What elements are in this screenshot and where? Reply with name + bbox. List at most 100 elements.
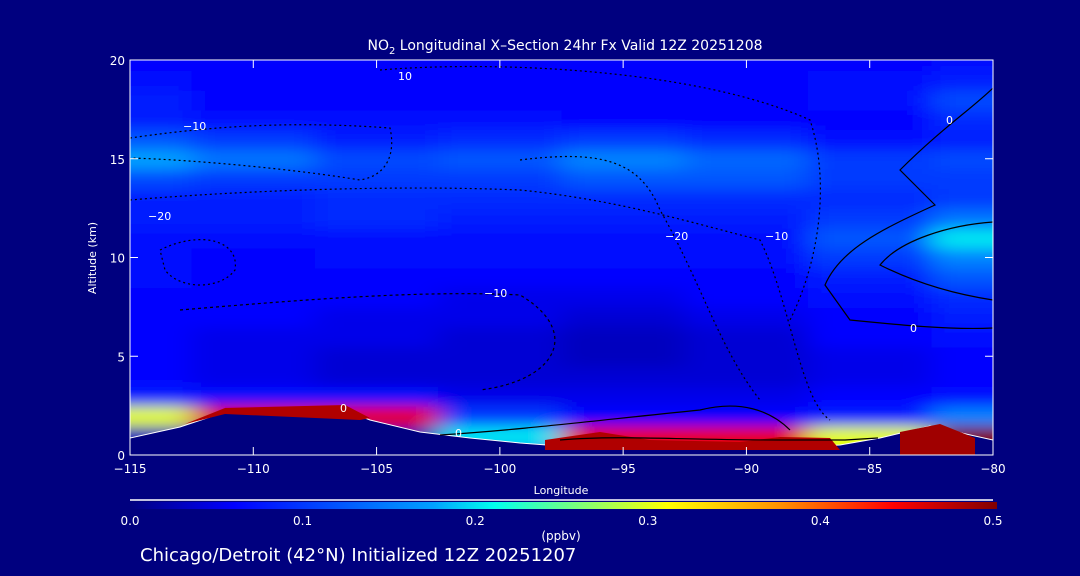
heatmap-cell xyxy=(438,188,563,210)
heatmap-cell xyxy=(808,109,933,131)
x-axis-label: Longitude xyxy=(534,484,589,497)
contour-label: −20 xyxy=(665,230,688,243)
footer-caption: Chicago/Detroit (42°N) Initialized 12Z 2… xyxy=(140,545,576,566)
heatmap-cell xyxy=(314,69,440,91)
heatmap-cell xyxy=(130,326,193,348)
heatmap-cell xyxy=(684,346,810,368)
heatmap-cell xyxy=(438,247,563,269)
heatmap-cell xyxy=(808,405,933,427)
heatmap-cell xyxy=(808,208,933,229)
heatmap-cell xyxy=(561,346,686,368)
heatmap-cell xyxy=(931,267,993,289)
x-axis: −115 −110 −105 −100 −95 −90 −85 −80 xyxy=(114,60,1006,476)
heatmap-cell xyxy=(931,366,993,387)
heatmap-cell xyxy=(808,89,933,111)
heatmap-cell xyxy=(684,326,810,348)
contour-labels: 10 −10 −20 −20 −10 0 0 0 −10 0 xyxy=(148,70,953,440)
heatmap-cell xyxy=(684,109,810,131)
heatmap-cell xyxy=(191,69,316,91)
heatmap-cell xyxy=(130,227,193,249)
heatmap-cell xyxy=(130,366,193,387)
colorbar-ticks: 0.0 0.1 0.2 0.3 0.4 0.5 xyxy=(120,514,1002,528)
tick-label: 0.4 xyxy=(811,514,830,528)
heatmap-cell xyxy=(314,346,440,368)
heatmap-cell xyxy=(561,405,686,427)
surface-maximum xyxy=(545,432,840,450)
heatmap-cell xyxy=(561,208,686,229)
heatmap-cell xyxy=(438,385,563,407)
heatmap-cell xyxy=(808,168,933,190)
heatmap-cell xyxy=(561,129,686,150)
heatmap-cell xyxy=(684,69,810,91)
heatmap-cell xyxy=(684,366,810,387)
heatmap-cell xyxy=(191,326,316,348)
heatmap-cell xyxy=(808,247,933,269)
heatmap-cell xyxy=(130,69,193,91)
heatmap-cell xyxy=(684,267,810,289)
tick-label: −100 xyxy=(483,462,516,476)
heatmap-cell xyxy=(314,168,440,190)
heatmap-cell xyxy=(191,346,316,368)
tick-label: 0.1 xyxy=(293,514,312,528)
tick-label: 10 xyxy=(110,252,125,266)
heatmap-cell xyxy=(561,69,686,91)
contour-label: 0 xyxy=(455,427,462,440)
heatmap-cell xyxy=(684,227,810,249)
contour-label: −20 xyxy=(148,210,171,223)
heatmap-cell xyxy=(191,148,316,170)
heatmap-cell xyxy=(130,148,193,170)
tick-label: −115 xyxy=(114,462,147,476)
heatmap-cell xyxy=(130,287,193,308)
heatmap-cell xyxy=(931,129,993,150)
heatmap-cell xyxy=(438,346,563,368)
heatmap-cell xyxy=(561,109,686,131)
heatmap-cell xyxy=(314,148,440,170)
heatmap-cell xyxy=(438,267,563,289)
heatmap-cell xyxy=(561,227,686,249)
plot-area: 10 −10 −20 −20 −10 0 0 0 −10 0 xyxy=(130,60,993,455)
heatmap-cell xyxy=(931,69,993,91)
heatmap-cell xyxy=(808,148,933,170)
heatmap-cell xyxy=(130,346,193,368)
heatmap-cell xyxy=(808,385,933,407)
heatmap-cell xyxy=(438,326,563,348)
heatmap-cell xyxy=(438,168,563,190)
heatmap-cell xyxy=(684,129,810,150)
heatmap-cell xyxy=(561,247,686,269)
heatmap-cell xyxy=(808,129,933,150)
heatmap-cell xyxy=(438,148,563,170)
contours xyxy=(130,65,993,441)
heatmap-cell xyxy=(130,89,193,111)
heatmap-cell xyxy=(931,306,993,328)
heatmap-cell xyxy=(438,227,563,249)
heatmap-cell xyxy=(684,168,810,190)
colorbar-unit: (ppbv) xyxy=(541,529,580,543)
heatmap-cell xyxy=(561,366,686,387)
heatmap-cell xyxy=(191,188,316,210)
tick-label: −85 xyxy=(857,462,882,476)
heatmap-cell xyxy=(438,129,563,150)
heatmap-cell xyxy=(314,385,440,407)
contour-label: 0 xyxy=(910,322,917,335)
heatmap-cell xyxy=(684,306,810,328)
surface-maximum xyxy=(900,424,975,455)
heatmap-cell xyxy=(191,89,316,111)
heatmap-cell xyxy=(438,208,563,229)
heatmap-cell xyxy=(191,247,316,269)
heatmap-cell xyxy=(438,109,563,131)
heatmap-cell xyxy=(931,247,993,269)
heatmap-cell xyxy=(808,366,933,387)
heatmap-cell xyxy=(684,188,810,210)
contour-label: 10 xyxy=(398,70,412,83)
heatmap-cell xyxy=(931,60,993,71)
heatmap-cell xyxy=(931,109,993,131)
heatmap-cell xyxy=(561,287,686,308)
y-axis-label: Altitude (km) xyxy=(86,222,99,294)
heatmap-cell xyxy=(684,247,810,269)
tick-label: −80 xyxy=(980,462,1005,476)
tick-label: −95 xyxy=(610,462,635,476)
heatmap-cell xyxy=(314,89,440,111)
heatmap-cell xyxy=(931,188,993,210)
heatmap-cell xyxy=(808,326,933,348)
